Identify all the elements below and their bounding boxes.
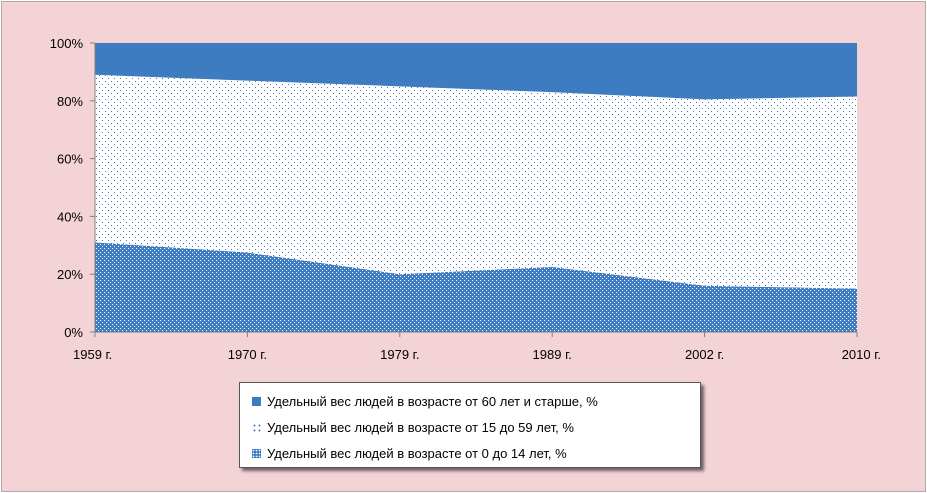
y-tick-label: 100% (50, 36, 84, 51)
area-age-15-59 (95, 74, 857, 289)
y-tick-label: 20% (57, 267, 83, 282)
y-tick-label: 80% (57, 94, 83, 109)
legend-item-0-14: Удельный вес людей в возрасте от 0 до 14… (252, 444, 567, 462)
x-tick-label: 2010 г. (842, 347, 881, 362)
area-age-0-14 (95, 242, 857, 332)
x-tick-label: 1979 г. (380, 347, 419, 362)
legend-label-0-14: Удельный вес людей в возрасте от 0 до 14… (267, 445, 567, 461)
y-tick-label: 0% (64, 325, 83, 340)
legend-swatch-solid (252, 396, 261, 406)
legend-swatch-dotted (252, 422, 261, 432)
legend-label-15-59: Удельный вес людей в возрасте от 15 до 5… (267, 419, 574, 435)
legend-label-60-plus: Удельный вес людей в возрасте от 60 лет … (267, 393, 598, 409)
legend-item-60-plus: Удельный вес людей в возрасте от 60 лет … (252, 392, 598, 410)
legend-item-15-59: Удельный вес людей в возрасте от 15 до 5… (252, 418, 574, 436)
x-tick-label: 1959 г. (73, 347, 112, 362)
x-tick-label: 1989 г. (533, 347, 572, 362)
y-tick-label: 60% (57, 152, 83, 167)
x-tick-label: 1970 г. (228, 347, 267, 362)
area-age-60-plus (95, 43, 857, 100)
legend: Удельный вес людей в возрасте от 60 лет … (239, 382, 701, 468)
x-tick-label: 2002 г. (685, 347, 724, 362)
legend-swatch-checked (252, 448, 261, 458)
y-tick-label: 40% (57, 209, 83, 224)
